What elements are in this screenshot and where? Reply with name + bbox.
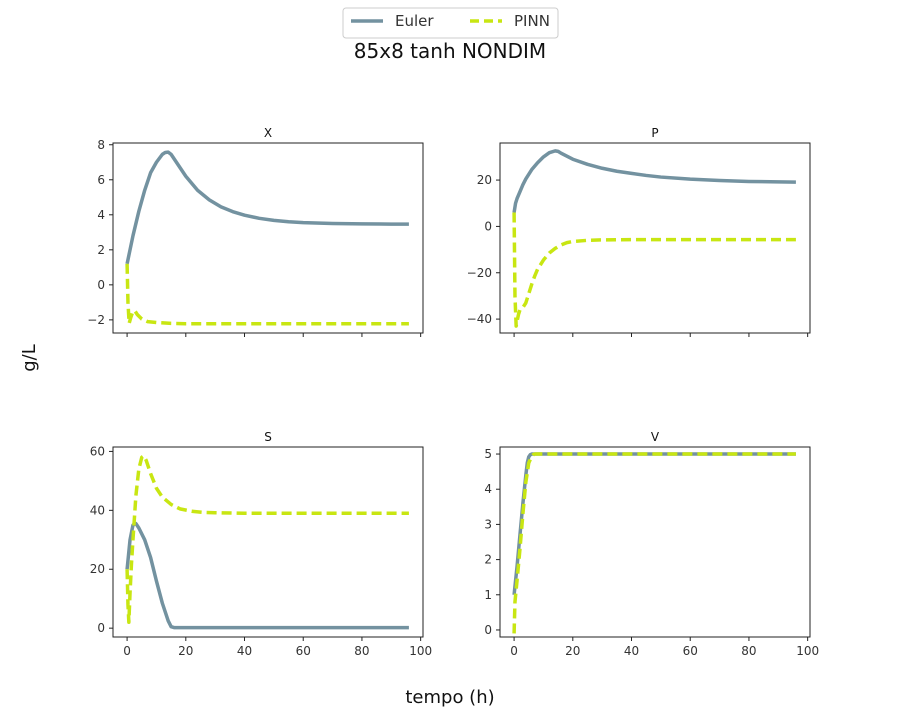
y-tick-label-v-4: 4 [484,482,492,496]
panel-title-x: X [264,126,272,140]
series-line-euler-v [512,452,796,595]
x-tick-label-v-100: 100 [796,644,819,658]
y-tick-label-p-20: 20 [477,173,492,187]
y-axis-label: g/L [19,344,40,372]
x-axis-label: tempo (h) [405,687,494,708]
series-line-pinn-v [512,452,796,634]
legend: Euler PINN [342,7,559,39]
plot-frame-p [499,142,811,334]
y-tick-label-v-2: 2 [484,553,492,567]
plot-frame-v [499,446,811,638]
plot-frame-x [112,142,424,334]
x-tick-label-s-80: 80 [354,644,369,658]
y-tick-label-x-8: 8 [97,138,105,152]
y-tick-label-x-0: 0 [97,278,105,292]
x-tick-label-v-80: 80 [741,644,756,658]
y-tick-label-x-4: 4 [97,208,105,222]
y-tick-label-p--40: −40 [467,312,492,326]
subplot-s: S 0 20 40 60 80 100 0 20 40 60 [90,430,432,658]
plot-frame-s [112,446,424,638]
x-tick-label-s-20: 20 [178,644,193,658]
x-tick-label-s-100: 100 [409,644,432,658]
legend-label-pinn: PINN [514,12,550,30]
subplot-v: V 0 20 40 60 80 100 0 1 2 3 4 5 [484,430,819,658]
y-tick-label-v-1: 1 [484,588,492,602]
y-tick-label-v-0: 0 [484,623,492,637]
y-tick-label-s-60: 60 [90,444,105,458]
legend-frame [342,7,559,39]
subplot-x: X −2 0 2 4 6 8 [87,126,424,337]
y-tick-label-x--2: −2 [87,313,105,327]
panel-title-s: S [264,430,272,444]
x-tick-label-s-0: 0 [123,644,131,658]
y-tick-label-p--20: −20 [467,266,492,280]
series-line-pinn-x [125,263,409,326]
y-tick-label-v-3: 3 [484,517,492,531]
panel-title-v: V [651,430,660,444]
y-tick-label-s-20: 20 [90,562,105,576]
x-tick-label-v-20: 20 [565,644,580,658]
x-tick-label-v-60: 60 [683,644,698,658]
series-line-pinn-p [512,212,796,328]
series-line-euler-s [125,521,409,630]
subplot-p: P −40 −20 0 20 [467,126,811,337]
figure-title: 85x8 tanh NONDIM [354,39,546,63]
y-tick-label-s-0: 0 [97,621,105,635]
panel-title-p: P [651,126,658,140]
y-tick-label-v-5: 5 [484,447,492,461]
y-tick-label-s-40: 40 [90,503,105,517]
x-tick-label-v-40: 40 [624,644,639,658]
x-tick-label-s-60: 60 [296,644,311,658]
series-line-euler-p [512,149,796,213]
y-tick-label-p-0: 0 [484,219,492,233]
series-line-pinn-s [125,454,409,625]
y-tick-label-x-6: 6 [97,173,105,187]
legend-label-euler: Euler [395,12,434,30]
x-tick-label-s-40: 40 [237,644,252,658]
series-line-euler-x [125,150,409,265]
y-tick-label-x-2: 2 [97,243,105,257]
x-tick-label-v-0: 0 [510,644,518,658]
